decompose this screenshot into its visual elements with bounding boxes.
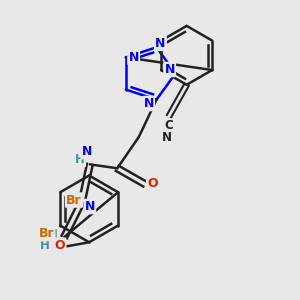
Text: N: N xyxy=(164,63,175,76)
Text: N: N xyxy=(85,200,95,213)
Text: H: H xyxy=(48,227,57,241)
Text: N: N xyxy=(162,131,172,144)
Text: N: N xyxy=(82,145,92,158)
Text: H: H xyxy=(75,153,85,166)
Text: N: N xyxy=(155,37,166,50)
Text: Br: Br xyxy=(39,227,54,240)
Text: C: C xyxy=(165,119,173,133)
Text: O: O xyxy=(147,178,158,190)
Text: H: H xyxy=(40,239,50,252)
Text: O: O xyxy=(54,239,65,252)
Text: N: N xyxy=(128,51,139,64)
Text: Br: Br xyxy=(66,194,82,207)
Text: N: N xyxy=(143,97,154,110)
